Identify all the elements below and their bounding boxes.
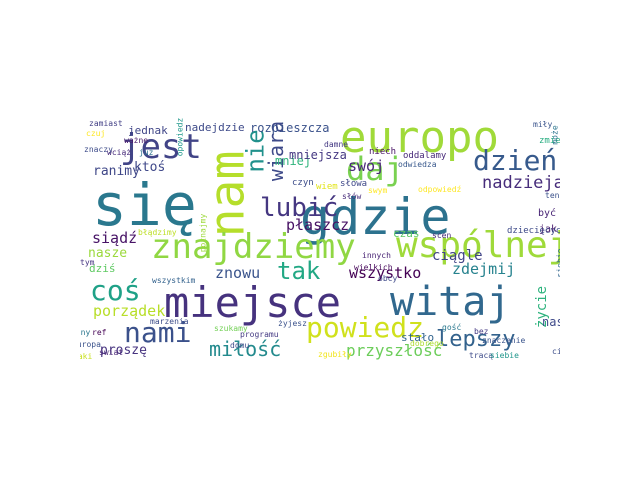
word: słowa [340, 179, 368, 189]
word: ten [545, 191, 560, 200]
word: miłość [209, 337, 282, 361]
word: znaczy [84, 145, 113, 154]
word: słów [342, 192, 362, 201]
word: obcy [378, 274, 398, 283]
word: lepszy [436, 327, 516, 352]
word: powiedz [306, 311, 425, 344]
word: znowu [215, 264, 261, 282]
word: dzień [473, 144, 558, 177]
word: inny [80, 328, 91, 337]
word: znajdziemy [151, 227, 356, 267]
word: nas [542, 315, 560, 329]
word: płaszcz [286, 216, 350, 234]
word: czas [393, 227, 420, 240]
word: szukamy [214, 324, 248, 333]
word: dobrego [410, 339, 444, 348]
word: świat [99, 348, 124, 357]
word: dziś [89, 262, 116, 275]
word: wciąż [107, 148, 132, 157]
word: bez [474, 327, 489, 336]
word: żyjesz [278, 319, 307, 328]
word: opowiedz [175, 117, 185, 157]
word: nadejdzie [185, 121, 245, 134]
word: wszystko [349, 264, 422, 282]
word: witaj [390, 279, 511, 325]
word: znaczenie [482, 336, 526, 345]
word: gdzie [300, 188, 451, 246]
word: dziecięcych [507, 226, 560, 236]
word: domu [230, 341, 250, 350]
word: scen [432, 231, 452, 240]
word: zamiast [89, 119, 123, 128]
word: ranimy [93, 164, 140, 179]
word: coś [90, 274, 141, 307]
word: niech [369, 147, 397, 157]
word: rozpieszcza [250, 121, 330, 135]
word: wielkich [354, 263, 393, 272]
word: nasze [88, 246, 128, 261]
word: zdejmij [452, 260, 516, 278]
word: swym [368, 186, 388, 195]
word: jest [120, 127, 202, 167]
word-cloud: się gdzie nam europo miejsce witaj wspól… [80, 117, 560, 363]
word: nadzieja [482, 173, 560, 193]
word: innych [362, 251, 391, 260]
word: europa [80, 340, 101, 349]
word: ref [92, 328, 107, 337]
word: siebie [490, 351, 519, 360]
word: siądź [92, 229, 138, 247]
word: ciągle [432, 248, 483, 264]
word: tym [80, 258, 95, 267]
word: programu [240, 330, 279, 339]
word: porządek [93, 302, 166, 320]
word: proszę [100, 343, 147, 358]
word: jednak [128, 124, 168, 137]
word: zmienia [539, 136, 560, 146]
word: wiem [316, 182, 338, 192]
word: odpowiedź [418, 185, 462, 194]
word: lubić [260, 193, 339, 223]
word: miły [533, 120, 553, 129]
word: stało [401, 331, 435, 344]
word: oddalamy [403, 151, 447, 161]
word: poznajmy [198, 213, 208, 253]
word: gość [442, 323, 462, 332]
word: już [139, 148, 154, 157]
word: przyszłość [346, 341, 443, 360]
word: wspólnej [396, 225, 560, 266]
word: nami [124, 316, 192, 349]
word: czuj [86, 129, 106, 138]
word: daj [346, 150, 404, 188]
word: jak [539, 224, 558, 235]
word: mniejsza [289, 148, 347, 162]
word: mniej [275, 154, 312, 168]
word: miejsce [164, 278, 342, 327]
word: może [550, 125, 560, 145]
word: damne [324, 140, 349, 149]
word: się [92, 171, 197, 239]
word: jaki [80, 352, 93, 361]
word: siebie [555, 248, 560, 278]
word: czyn [292, 178, 314, 188]
word: cię [552, 347, 560, 356]
word: ktoś [134, 160, 166, 175]
word: tracą [469, 351, 494, 360]
word: marzenia [150, 317, 189, 326]
word: ważne [124, 136, 149, 145]
word: swój [348, 157, 385, 175]
word: tak [277, 257, 321, 285]
word: odwiedza [398, 160, 437, 169]
word: błądzimy [138, 228, 177, 237]
word: zgubiły [318, 350, 352, 359]
word: być [538, 208, 557, 219]
word: wszystkim [152, 276, 196, 285]
word: europo [340, 117, 499, 163]
